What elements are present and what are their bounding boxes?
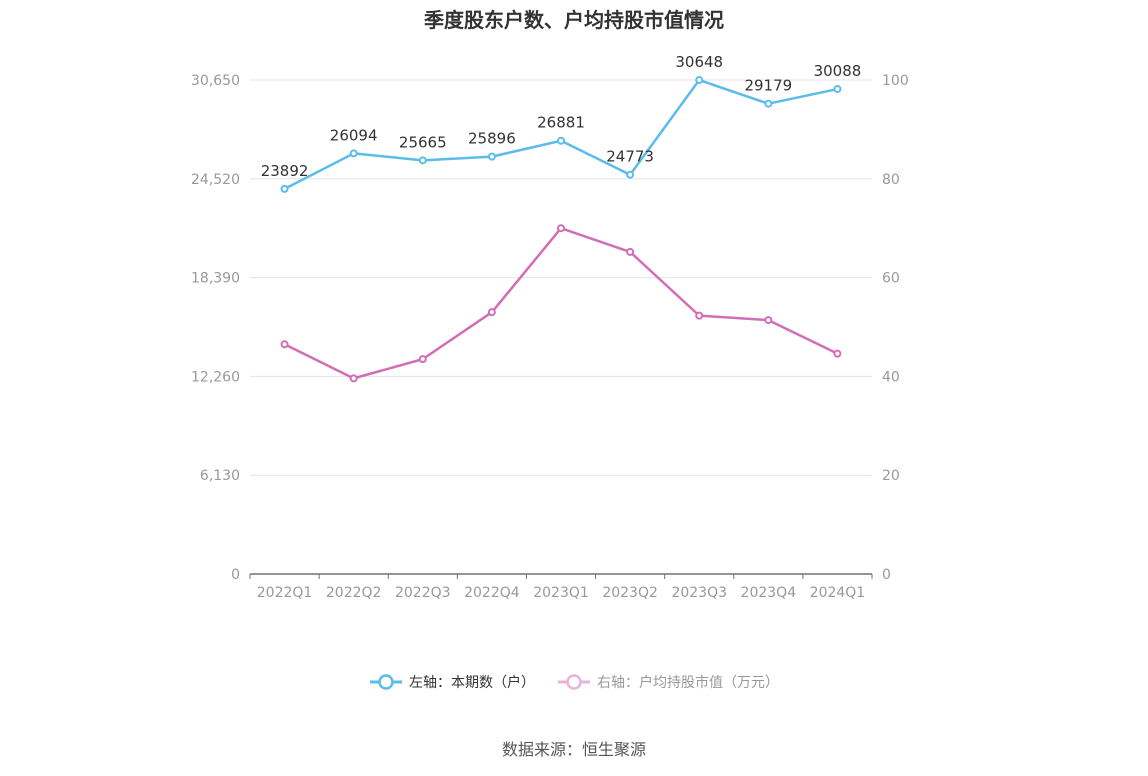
data-point-left — [833, 85, 842, 94]
data-point-left — [695, 76, 704, 85]
left-axis-tick-label: 18,390 — [191, 271, 240, 287]
data-point-right — [349, 374, 358, 383]
data-point-right — [764, 316, 773, 325]
legend-item-right-series[interactable]: 右轴：户均持股市值（万元） — [557, 672, 779, 692]
legend: 左轴：本期数（户） 右轴：户均持股市值（万元） — [0, 672, 1148, 692]
x-axis-tick-label: 2022Q4 — [464, 585, 520, 601]
left-axis-tick-label: 6,130 — [200, 468, 240, 484]
series-line-right — [284, 226, 838, 380]
data-label: 29179 — [744, 77, 792, 95]
series-layer — [280, 76, 842, 383]
data-point-left — [349, 149, 358, 158]
chart-title: 季度股东户数、户均持股市值情况 — [424, 8, 724, 32]
legend-item-left-series[interactable]: 左轴：本期数（户） — [369, 672, 535, 692]
data-label: 30088 — [814, 62, 862, 80]
left-axis-tick-label: 12,260 — [191, 369, 240, 385]
right-axis-tick-label: 100 — [882, 73, 909, 89]
data-point-right — [833, 349, 842, 358]
label-layer: 23892 26094 25665 25896 26881 24773 30648 29179… — [261, 53, 862, 180]
data-point-left — [280, 184, 289, 193]
data-point-left — [557, 136, 565, 145]
right-axis-tick-label: 20 — [882, 468, 900, 484]
x-axis-tick-label: 2023Q4 — [741, 585, 797, 601]
legend-right-series-icon — [558, 674, 590, 690]
right-axis-tick-label: 60 — [882, 271, 900, 287]
x-axis-tick-label: 2022Q1 — [257, 585, 313, 601]
right-axis-tick-label: 0 — [882, 567, 891, 583]
source-note: 数据来源：恒生聚源 — [501, 740, 646, 759]
right-axis-tick-label: 40 — [882, 369, 900, 385]
legend-left-series-icon — [370, 674, 402, 690]
data-point-left — [764, 99, 773, 108]
data-point-right — [418, 355, 427, 364]
legend-left-series-label: 左轴：本期数（户） — [409, 675, 535, 691]
x-axis-tick-label: 2023Q2 — [602, 585, 658, 601]
data-point-right — [695, 311, 704, 320]
data-label: 30648 — [675, 53, 723, 71]
x-axis-tick-label: 2022Q2 — [326, 585, 382, 601]
data-point-right — [280, 340, 289, 349]
x-axis-tick-label: 2023Q3 — [671, 585, 727, 601]
x-axis-tick-label: 2024Q1 — [810, 585, 866, 601]
data-point-right — [626, 247, 635, 256]
x-axis-tick-label: 2023Q1 — [533, 585, 589, 601]
data-point-left — [626, 170, 635, 179]
data-label: 24773 — [606, 148, 654, 166]
data-label: 25665 — [399, 133, 447, 151]
data-point-right — [487, 308, 496, 317]
right-axis-tick-label: 80 — [882, 172, 900, 188]
x-axis-tick-label: 2022Q3 — [395, 585, 451, 601]
axis-layer: 0 0 6,130 20 12,260 40 18,390 60 24,520 80 30,650 1… — [191, 73, 909, 601]
data-point-left — [487, 152, 496, 161]
data-point-left — [418, 156, 427, 165]
data-label: 26881 — [537, 114, 585, 132]
data-point-right — [557, 224, 565, 233]
data-label: 23892 — [261, 162, 309, 180]
left-axis-tick-label: 0 — [231, 567, 240, 583]
data-label: 26094 — [330, 126, 378, 144]
data-label: 25896 — [468, 130, 516, 148]
left-axis-tick-label: 24,520 — [191, 172, 240, 188]
legend-right-series-label: 右轴：户均持股市值（万元） — [597, 675, 779, 691]
left-axis-tick-label: 30,650 — [191, 73, 240, 89]
